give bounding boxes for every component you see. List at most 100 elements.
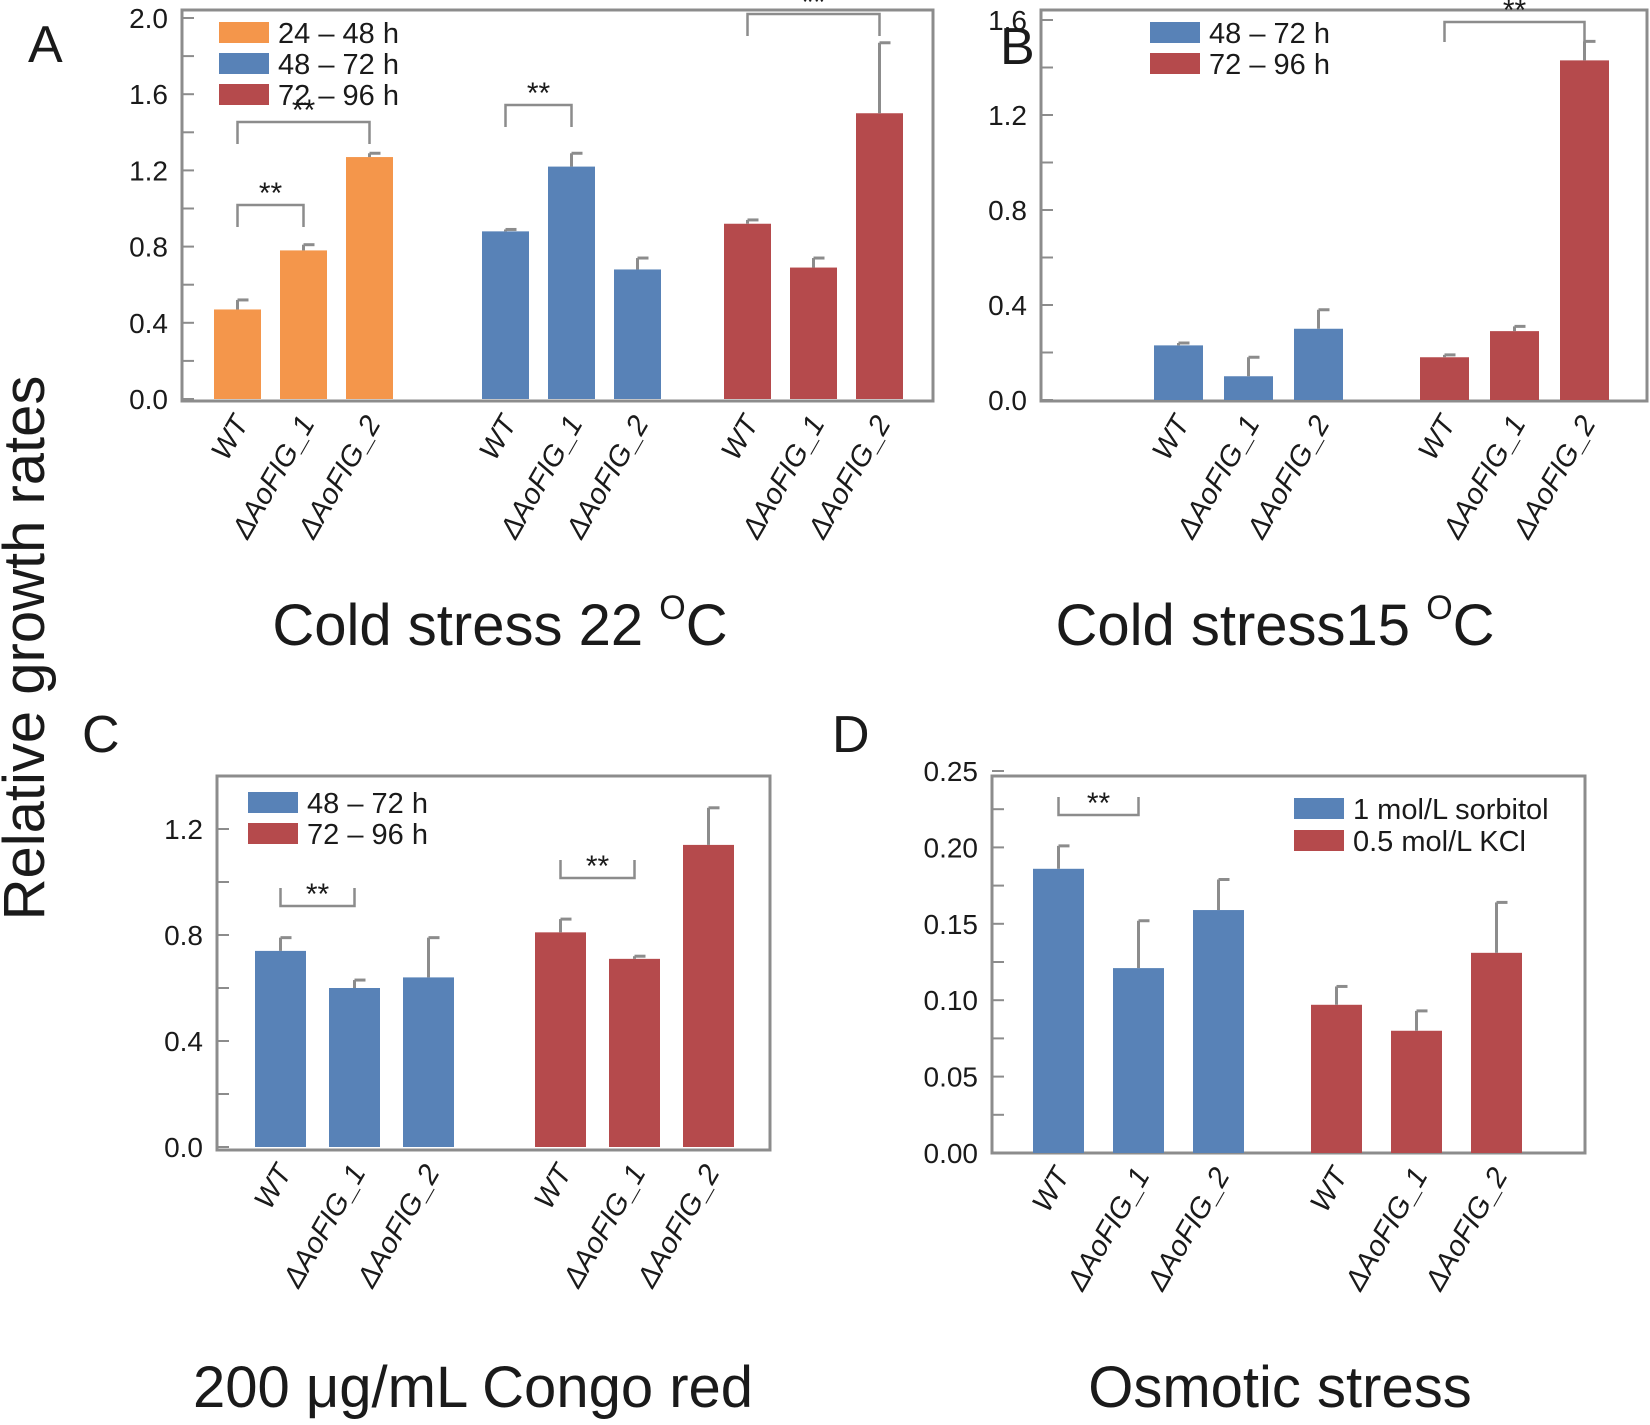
y-tick-label: 0.8 — [129, 232, 168, 263]
bar — [1391, 1030, 1442, 1153]
x-tick-label: ΔAoFIG_2 — [1419, 1163, 1515, 1297]
plot-frame — [215, 774, 772, 1152]
bar — [548, 166, 595, 399]
plot-frame — [990, 774, 1587, 1155]
significance-label: ** — [1503, 0, 1527, 27]
significance-label: ** — [306, 878, 330, 911]
x-tick-label: WT — [473, 409, 524, 466]
x-tick-label: WT — [528, 1158, 579, 1215]
legend-label: 48 – 72 h — [307, 788, 428, 820]
x-tick-label: WT — [1026, 1161, 1077, 1218]
panel-title: Cold stress15 OC — [1055, 589, 1494, 658]
y-tick-label: 0.8 — [988, 195, 1027, 226]
x-tick-label: WT — [1146, 409, 1197, 466]
panel-d: D0.000.050.100.150.200.25WTΔAoFIG_1ΔAoFI… — [832, 706, 1587, 1420]
legend-label: 48 – 72 h — [278, 49, 399, 81]
significance-label: ** — [527, 77, 551, 110]
significance-bracket — [504, 103, 573, 127]
y-tick-label: 1.6 — [129, 79, 168, 110]
figure-y-axis-label: Relative growth rates — [0, 376, 57, 921]
significance-bracket — [236, 120, 371, 144]
legend-swatch — [219, 53, 269, 74]
y-tick-label: 2.0 — [129, 3, 168, 34]
plot-frame — [180, 8, 935, 403]
bar — [683, 844, 734, 1147]
significance-bracket — [1057, 797, 1140, 817]
legend-swatch — [1150, 53, 1200, 74]
significance-bracket — [236, 203, 305, 227]
y-tick-label: 0.8 — [164, 920, 203, 951]
legend-label: 0.5 mol/L KCl — [1353, 826, 1526, 858]
significance-bracket — [279, 888, 356, 908]
y-tick-label: 0.0 — [164, 1132, 203, 1163]
significance-bracket — [1443, 20, 1586, 42]
significance-label: ** — [292, 94, 316, 127]
significance-label: ** — [259, 177, 283, 210]
bar — [403, 977, 454, 1147]
x-tick-label: WT — [1304, 1161, 1355, 1218]
bar — [329, 988, 380, 1147]
x-tick-label: WT — [1412, 409, 1463, 466]
y-tick-label: 0.25 — [924, 756, 979, 787]
panel-title: Cold stress 22 OC — [272, 589, 727, 658]
panel-label: C — [82, 706, 120, 764]
bar — [856, 113, 903, 399]
x-tick-label: WT — [248, 1158, 299, 1215]
bar — [255, 950, 306, 1147]
legend-label: 1 mol/L sorbitol — [1353, 794, 1549, 826]
bar — [1420, 357, 1469, 400]
bar — [609, 958, 660, 1147]
y-tick-label: 1.2 — [164, 814, 203, 845]
legend-swatch — [219, 84, 269, 105]
y-tick-label: 0.20 — [924, 832, 979, 863]
significance-label: ** — [802, 0, 826, 19]
significance-label: ** — [1087, 787, 1111, 820]
y-tick-label: 0.0 — [988, 385, 1027, 416]
plot-frame — [1039, 8, 1649, 403]
panel-title: Osmotic stress — [1088, 1355, 1472, 1420]
bar — [1490, 331, 1539, 400]
legend-label: 48 – 72 h — [1209, 18, 1330, 50]
x-tick-label: WT — [205, 409, 256, 466]
y-tick-label: 0.4 — [164, 1026, 203, 1057]
legend-swatch — [219, 22, 269, 43]
bar — [724, 223, 771, 399]
significance-bracket — [559, 860, 636, 880]
bar — [280, 250, 327, 399]
significance-bracket — [746, 12, 881, 36]
bar — [1193, 910, 1244, 1153]
y-tick-label: 0.0 — [129, 384, 168, 415]
bar — [482, 231, 529, 399]
bar — [535, 932, 586, 1147]
legend-swatch — [1294, 798, 1344, 819]
significance-label: ** — [586, 850, 610, 883]
bar — [346, 157, 393, 399]
y-tick-label: 0.4 — [988, 290, 1027, 321]
bar — [1294, 328, 1343, 400]
y-tick-label: 0.00 — [924, 1138, 979, 1169]
y-tick-label: 0.05 — [924, 1062, 979, 1093]
legend-swatch — [1150, 22, 1200, 43]
legend-label: 72 – 96 h — [307, 819, 428, 851]
y-tick-label: 0.10 — [924, 985, 979, 1016]
panel-title: 200 μg/mL Congo red — [193, 1355, 753, 1420]
legend-swatch — [1294, 830, 1344, 851]
legend-swatch — [248, 792, 298, 813]
bar — [790, 267, 837, 399]
panel-label: A — [28, 16, 63, 74]
panel-label: B — [1000, 18, 1035, 76]
bar — [1224, 376, 1273, 400]
bar — [1033, 868, 1084, 1153]
y-tick-label: 0.4 — [129, 308, 168, 339]
bar — [614, 269, 661, 399]
y-tick-label: 0.15 — [924, 909, 979, 940]
x-tick-label: ΔAoFIG_2 — [1141, 1163, 1237, 1297]
y-tick-label: 1.6 — [988, 5, 1027, 36]
legend-label: 24 – 48 h — [278, 18, 399, 50]
x-tick-label: WT — [715, 409, 766, 466]
bar — [214, 309, 261, 399]
